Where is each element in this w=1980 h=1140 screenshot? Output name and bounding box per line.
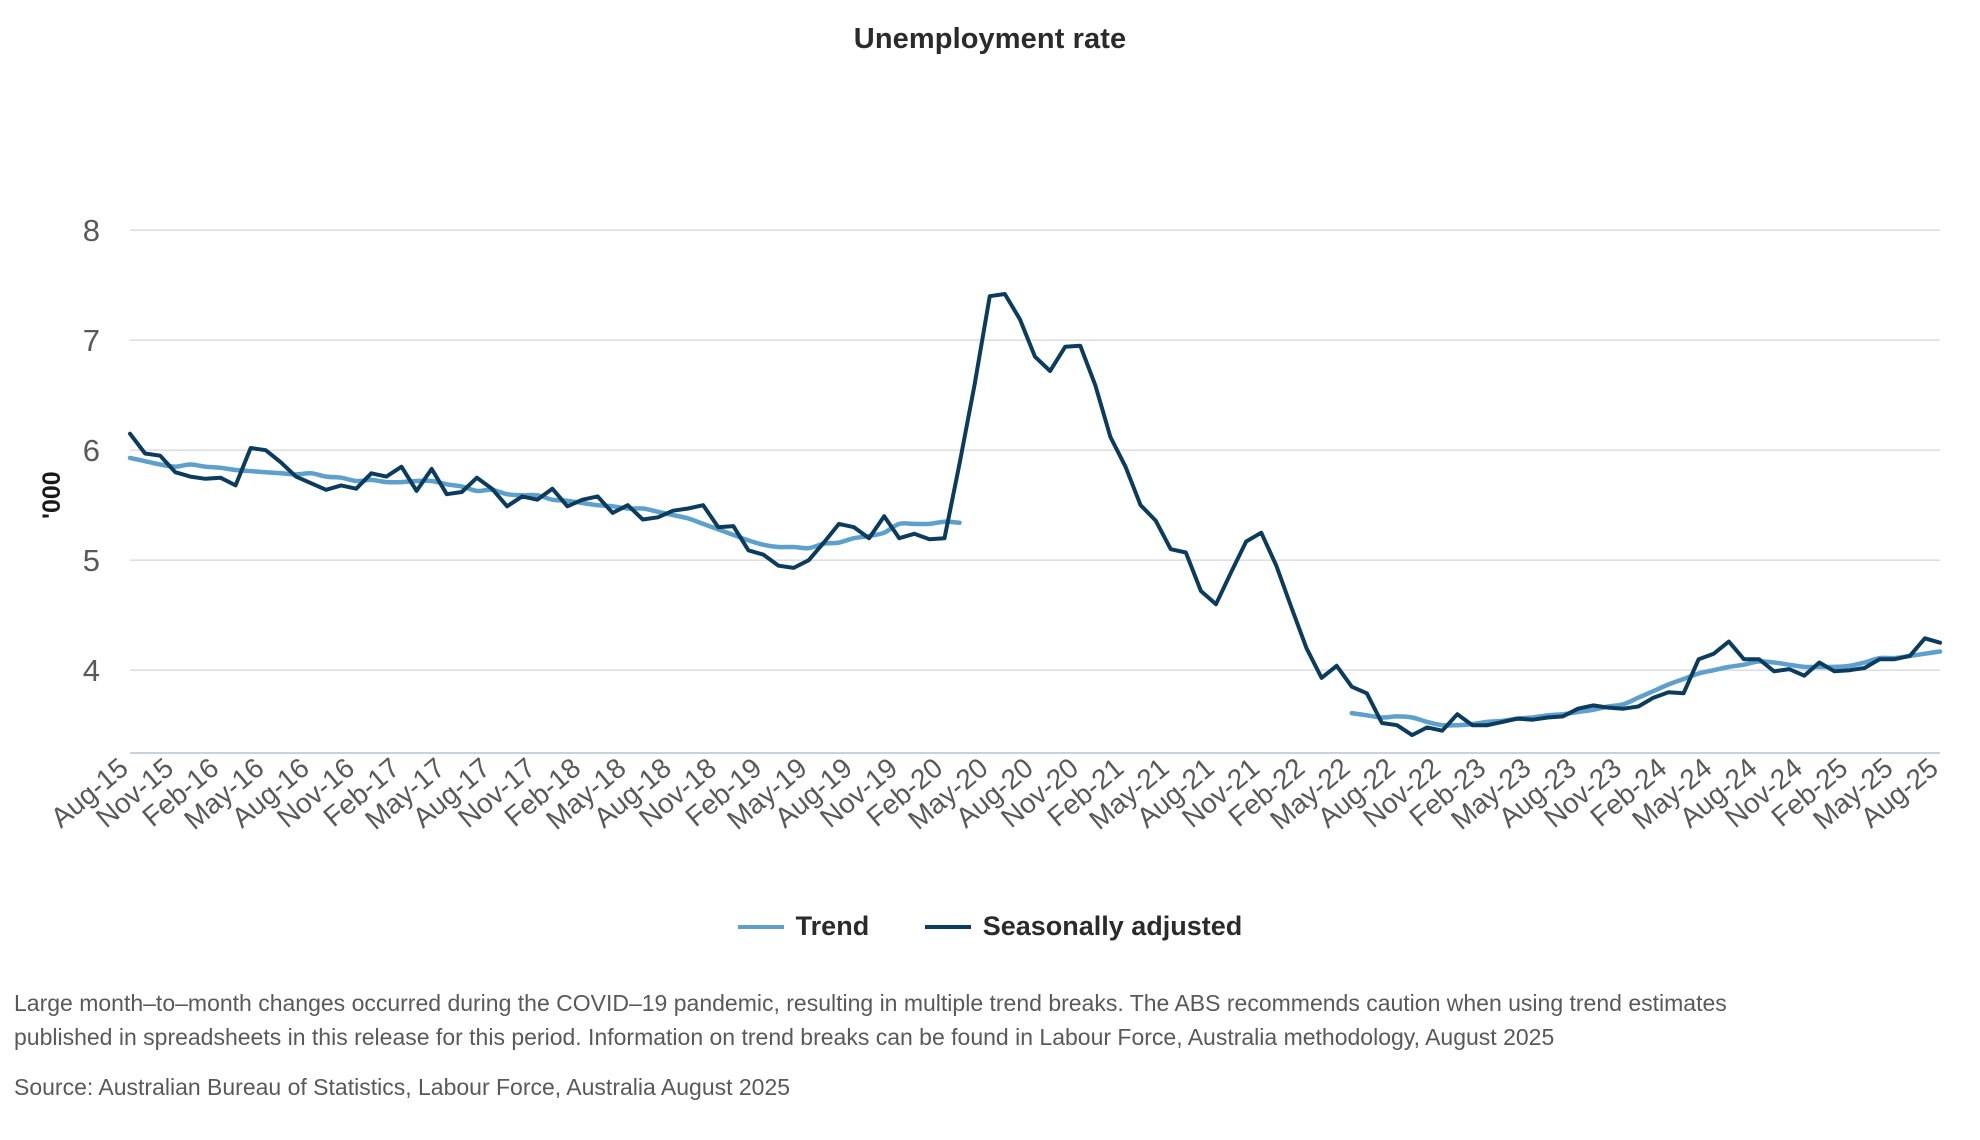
svg-text:7: 7 [83, 323, 100, 358]
svg-text:4: 4 [83, 653, 100, 688]
svg-text:8: 8 [83, 213, 100, 248]
svg-text:6: 6 [83, 433, 100, 468]
svg-text:5: 5 [83, 543, 100, 578]
